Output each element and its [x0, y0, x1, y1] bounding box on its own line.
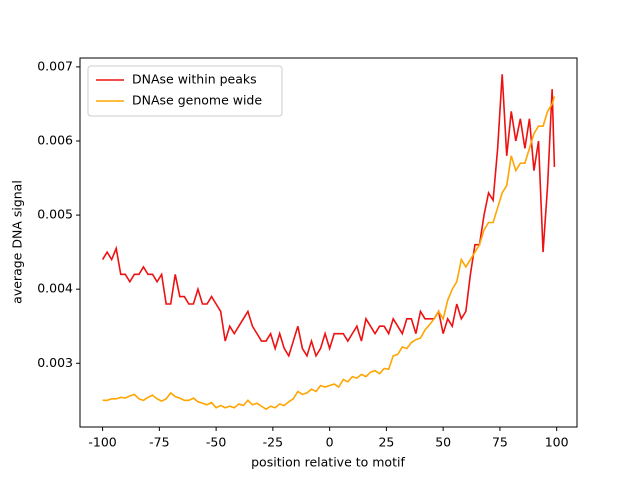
- y-axis-label: average DNA signal: [10, 180, 25, 304]
- x-tick-label: -25: [263, 435, 283, 450]
- legend-box: [87, 65, 283, 117]
- legend-label: DNAse genome wide: [132, 93, 262, 108]
- legend-label: DNAse within peaks: [132, 72, 257, 87]
- y-tick-label: 0.006: [37, 132, 73, 147]
- y-tick-label: 0.005: [37, 207, 73, 222]
- y-tick-label: 0.003: [37, 355, 73, 370]
- y-tick-label: 0.004: [37, 281, 73, 296]
- data-line: [102, 96, 556, 411]
- x-tick-label: 25: [378, 435, 394, 450]
- x-tick-label: -100: [88, 435, 116, 450]
- x-axis-label: position relative to motif: [251, 455, 405, 470]
- x-tick-label: 50: [435, 435, 451, 450]
- x-tick-label: 0: [326, 435, 334, 450]
- x-tick-label: 100: [545, 435, 569, 450]
- axes-frame: [79, 57, 578, 428]
- x-tick-label: 75: [492, 435, 508, 450]
- data-line: [101, 74, 556, 358]
- x-tick-label: -75: [149, 435, 169, 450]
- y-tick-label: 0.007: [37, 58, 73, 73]
- x-tick-label: -50: [206, 435, 226, 450]
